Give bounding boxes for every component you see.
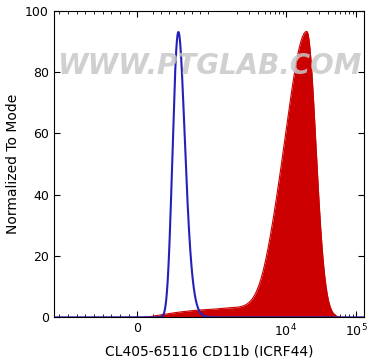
X-axis label: CL405-65116 CD11b (ICRF44): CL405-65116 CD11b (ICRF44) — [105, 344, 313, 359]
Y-axis label: Normalized To Mode: Normalized To Mode — [6, 94, 20, 234]
Text: WWW.PTGLAB.COM: WWW.PTGLAB.COM — [57, 52, 361, 80]
